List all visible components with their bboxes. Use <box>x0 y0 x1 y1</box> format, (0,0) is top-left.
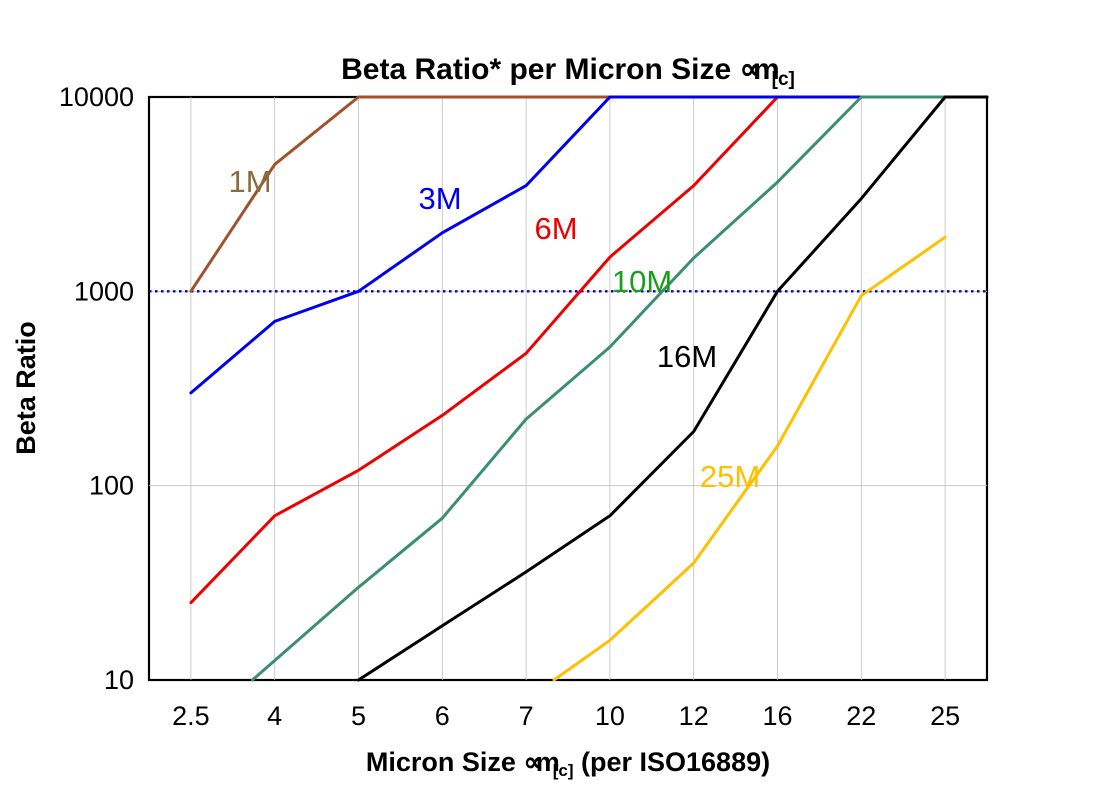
svg-text:10000: 10000 <box>59 82 134 112</box>
svg-text:1M: 1M <box>228 164 271 199</box>
svg-text:7: 7 <box>519 701 534 731</box>
svg-text:Micron Size ∝m[c] (per ISO1688: Micron Size ∝m[c] (per ISO16889) <box>366 747 770 780</box>
svg-text:25: 25 <box>930 701 960 731</box>
svg-text:3M: 3M <box>418 181 461 216</box>
svg-text:Beta Ratio: Beta Ratio <box>11 321 41 455</box>
svg-text:10: 10 <box>104 665 134 695</box>
svg-text:100: 100 <box>89 471 134 501</box>
svg-text:22: 22 <box>846 701 876 731</box>
svg-text:Beta Ratio* per Micron Size ∝m: Beta Ratio* per Micron Size ∝m[c] <box>341 53 795 90</box>
svg-text:25M: 25M <box>700 459 760 494</box>
svg-text:5: 5 <box>351 701 366 731</box>
svg-text:4: 4 <box>267 701 282 731</box>
svg-text:6M: 6M <box>534 211 577 246</box>
svg-text:10M: 10M <box>612 264 672 299</box>
svg-text:10: 10 <box>595 701 625 731</box>
svg-text:16M: 16M <box>657 339 717 374</box>
svg-text:2.5: 2.5 <box>172 701 210 731</box>
svg-text:16: 16 <box>762 701 792 731</box>
svg-text:6: 6 <box>435 701 450 731</box>
svg-text:12: 12 <box>679 701 709 731</box>
svg-text:1000: 1000 <box>74 276 134 306</box>
